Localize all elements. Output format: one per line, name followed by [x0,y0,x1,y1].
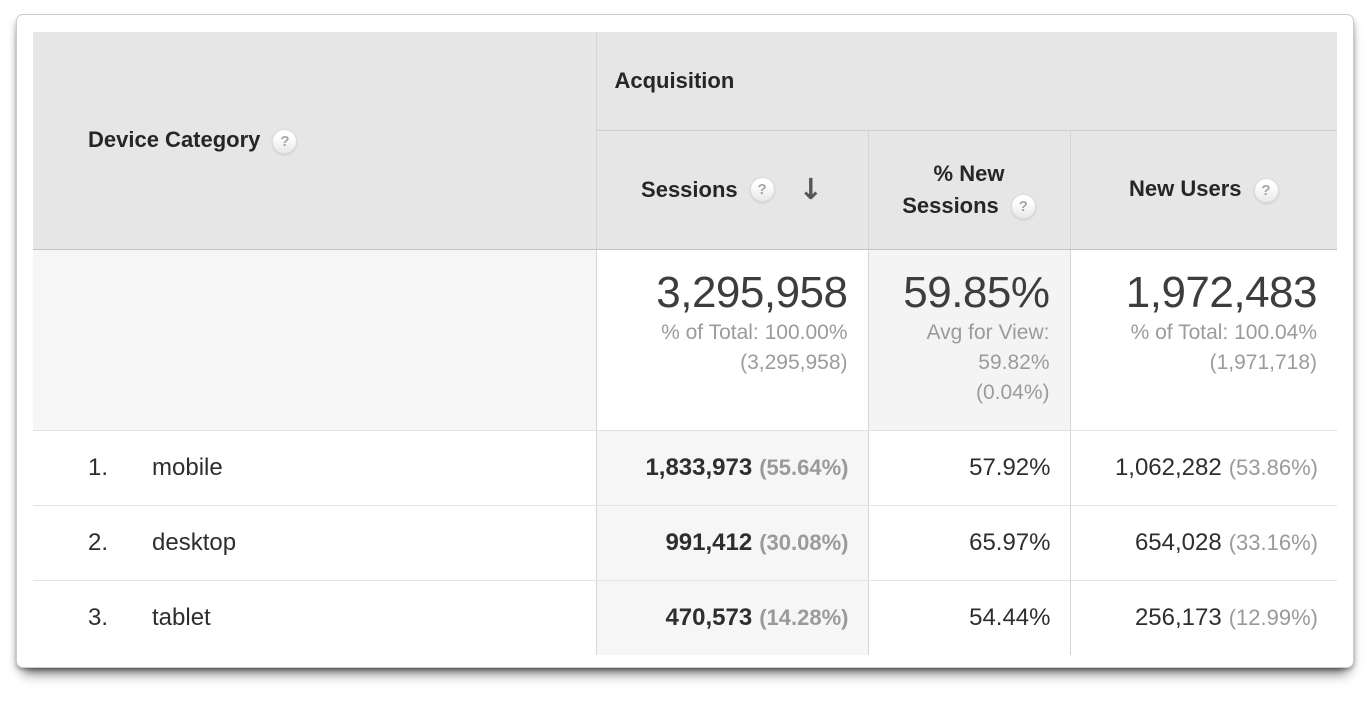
new-users-percent: (33.16%) [1228,529,1318,555]
row-label-cell: 3. tablet [33,580,596,655]
report-card: Device Category? Acquisition Sessions? ↓ … [16,14,1354,668]
row-label-cell: 1. mobile [33,430,596,506]
totals-new-sessions-cell: 59.85% Avg for View: 59.82% (0.04%) [867,249,1070,431]
new-sessions-cell: 65.97% [867,505,1070,581]
sessions-cell: 470,573 (14.28%) [595,580,868,655]
sort-descending-icon: ↓ [798,172,823,206]
row-rank: 2. [88,528,109,556]
new-users-percent: (53.86%) [1228,454,1318,480]
table-row-desktop: 2. desktop 991,412 (30.08%) 65.97% 654,028… [33,505,1337,581]
row-rank: 3. [88,603,109,631]
new-users-total-detail: % of Total: 100.04% (1,971,718) [1130,321,1317,374]
new-sessions-cell: 54.44% [867,580,1070,655]
sessions-percent: (14.28%) [759,604,849,630]
column-header-device-category[interactable]: Device Category? [33,32,596,250]
acquisition-table: Device Category? Acquisition Sessions? ↓ … [33,32,1337,655]
new-sessions-label: % New Sessions [902,160,1005,218]
new-users-label: New Users [1128,176,1242,202]
sessions-cell: 991,412 (30.08%) [595,505,868,581]
new-users-percent: (12.99%) [1228,604,1318,630]
column-header-sessions[interactable]: Sessions? ↓ [595,130,868,250]
row-label: desktop [152,528,237,556]
new-users-total-value: 1,972,483 [1125,267,1318,317]
totals-sessions-cell: 3,295,958 % of Total: 100.00% (3,295,958… [595,249,868,431]
acquisition-label: Acquisition [614,67,735,93]
help-icon[interactable]: ? [272,128,298,154]
sessions-label: Sessions [641,176,738,202]
new-users-cell: 654,028 (33.16%) [1069,505,1337,581]
table-row-tablet: 3. tablet 470,573 (14.28%) 54.44% 256,173(… [33,580,1337,655]
new-users-cell: 1,062,282 (53.86%) [1069,430,1337,506]
totals-row: 3,295,958 % of Total: 100.00% (3,295,958… [33,249,1337,431]
totals-dimension-cell [33,249,596,431]
sessions-total-value: 3,295,958 [656,267,848,317]
device-category-label: Device Category [88,126,261,152]
sessions-percent: (55.64%) [759,454,849,480]
help-icon[interactable]: ? [1010,194,1036,220]
new-sessions-total-detail: Avg for View: 59.82% (0.04%) [926,321,1050,404]
row-label: tablet [152,603,211,631]
new-users-cell: 256,173 (12.99%) [1069,580,1337,655]
group-header-acquisition: Acquisition [595,32,1337,131]
help-icon[interactable]: ? [749,177,775,202]
totals-new-users-cell: 1,972,483 % of Total: 100.04% (1,971,718… [1069,249,1337,431]
column-header-new-users[interactable]: New Users? [1069,130,1337,250]
row-label-cell: 2. desktop [33,505,596,581]
new-sessions-total-value: 59.85% [903,267,1050,317]
sessions-percent: (30.08%) [759,529,849,555]
new-sessions-cell: 57.92% [867,430,1070,506]
help-icon[interactable]: ? [1253,177,1279,203]
column-header-new-sessions[interactable]: % New Sessions? [867,130,1070,250]
row-label: mobile [152,453,223,481]
sessions-total-detail: % of Total: 100.00% (3,295,958) [661,321,848,374]
sessions-cell: 1,833,973 (55.64%) [595,430,868,506]
table-row-mobile: 1. mobile 1,833,973 (55.64%) 57.92% 1,062,… [33,430,1337,506]
row-rank: 1. [88,453,109,481]
